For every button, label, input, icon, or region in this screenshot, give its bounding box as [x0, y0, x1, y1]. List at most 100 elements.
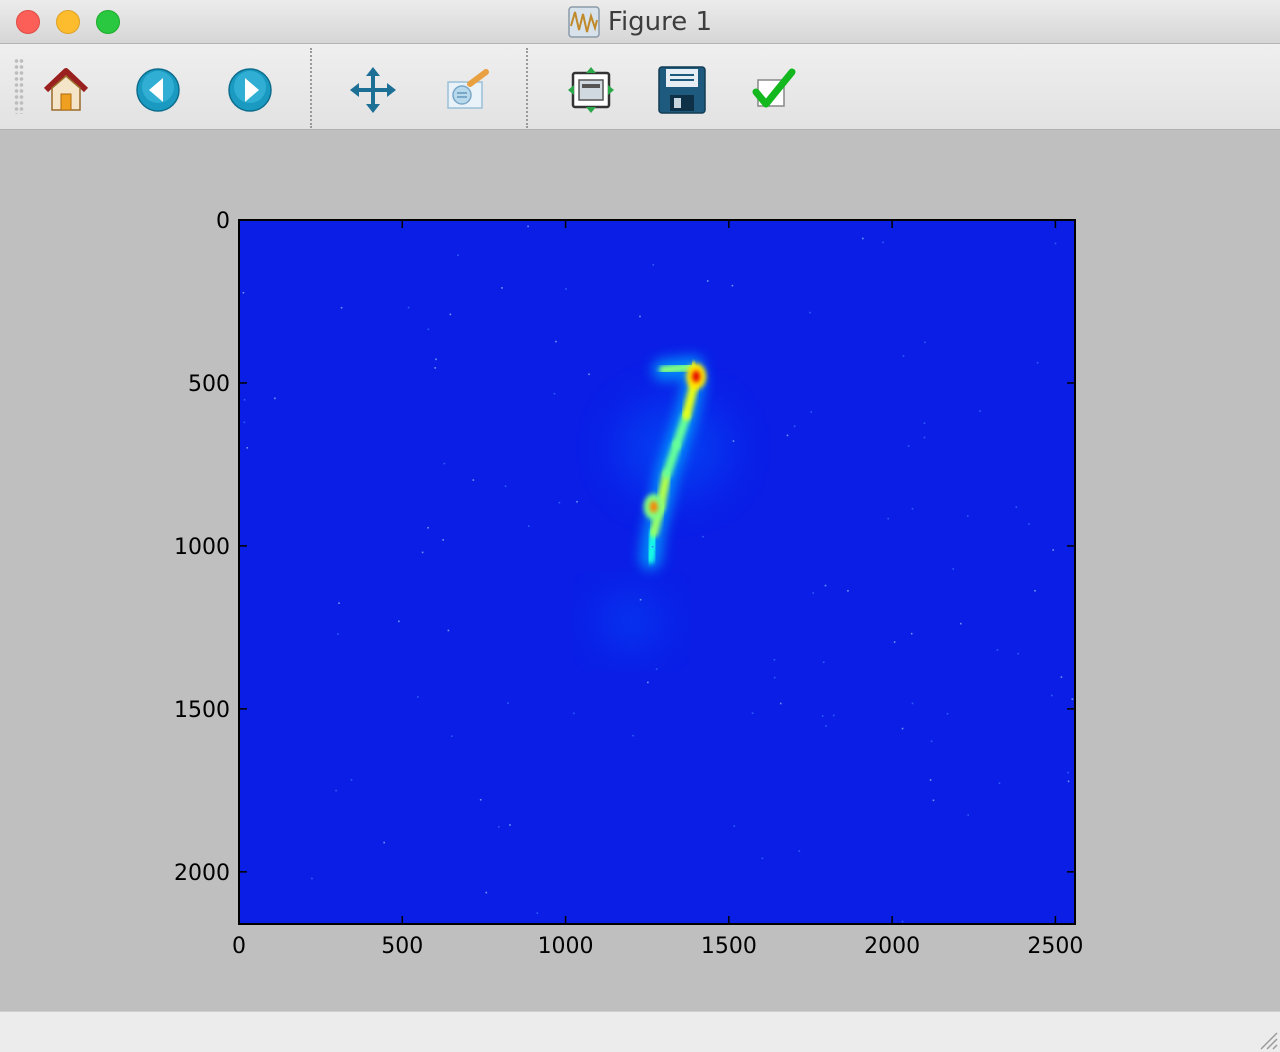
streak-segment [662, 440, 682, 479]
noise-speckle [449, 313, 452, 316]
noise-speckle [996, 649, 999, 651]
figure: 0 500 1000 1500 2000 2500 0 500 1000 1500 2000 [174, 209, 1083, 959]
noise-speckle [427, 328, 430, 331]
noise-speckle [812, 592, 815, 594]
forward-button[interactable] [224, 64, 276, 116]
noise-speckle [242, 291, 245, 294]
noise-speckle [555, 340, 557, 343]
maximize-window-button[interactable] [96, 10, 120, 34]
noise-speckle [311, 877, 313, 880]
noise-speckle [1067, 780, 1070, 783]
x-tick-label: 1500 [701, 934, 757, 959]
noise-speckle [798, 850, 801, 852]
noise-speckle [639, 315, 641, 318]
save-button[interactable] [656, 64, 708, 116]
noise-speckle [417, 696, 419, 698]
noise-speckle [588, 373, 590, 376]
subplots-config-icon [568, 67, 614, 113]
noise-speckle [911, 702, 914, 705]
noise-speckle [651, 545, 654, 548]
resize-grip-icon[interactable] [1256, 1028, 1278, 1050]
arrow-left-icon [136, 68, 180, 112]
noise-speckle [243, 421, 246, 424]
noise-speckle [274, 397, 276, 400]
matplotlib-figure-icon [568, 6, 600, 38]
noise-speckle [847, 590, 849, 592]
noise-speckle [350, 779, 353, 781]
back-button[interactable] [132, 64, 184, 116]
noise-speckle [1067, 771, 1069, 774]
figure-canvas[interactable]: 0 500 1000 1500 2000 2500 0 500 1000 1500 2000 [0, 131, 1280, 1011]
pan-button[interactable] [347, 64, 399, 116]
noise-speckle [573, 712, 575, 715]
noise-speckle [930, 740, 933, 743]
noise-speckle [509, 824, 511, 826]
noise-speckle [882, 241, 884, 244]
noise-speckle [1015, 506, 1018, 508]
heatmap-image [239, 220, 1075, 924]
noise-speckle [565, 288, 567, 290]
window-title-text: Figure 1 [607, 7, 713, 37]
noise-speckle [1052, 549, 1055, 551]
noise-speckle [907, 445, 910, 447]
noise-speckle [825, 725, 827, 727]
noise-speckle [923, 436, 926, 439]
noise-speckle [893, 641, 896, 643]
y-axis: 0 500 1000 1500 2000 [174, 209, 1075, 886]
noise-speckle [932, 799, 935, 802]
noise-speckle [946, 712, 949, 715]
close-window-button[interactable] [16, 10, 40, 34]
minimize-window-button[interactable] [56, 10, 80, 34]
y-tick-label: 1500 [174, 698, 230, 723]
noise-speckle [810, 411, 813, 413]
x-tick-label: 2000 [864, 934, 920, 959]
home-button[interactable] [40, 64, 92, 116]
noise-speckle [632, 734, 634, 737]
noise-speckle [407, 306, 410, 309]
noise-speckle [504, 485, 507, 487]
noise-speckle [647, 681, 649, 684]
y-tick-label: 2000 [174, 861, 230, 886]
noise-speckle [1017, 652, 1020, 655]
zoom-rect-icon [447, 69, 489, 109]
x-axis: 0 500 1000 1500 2000 2500 [232, 220, 1083, 959]
noise-speckle [338, 602, 340, 604]
y-tick-label: 0 [216, 209, 230, 234]
noise-speckle [824, 584, 827, 587]
navigation-toolbar [0, 44, 1280, 130]
toolbar-separator [526, 48, 528, 128]
noise-speckle [442, 539, 444, 541]
noise-speckle [702, 535, 704, 538]
edit-parameters-button[interactable] [748, 64, 800, 116]
noise-speckle [910, 632, 913, 635]
toolbar-grip[interactable] [14, 58, 24, 114]
noise-speckle [340, 306, 343, 309]
noise-speckle [966, 515, 969, 517]
heatmap-axes[interactable]: 0 500 1000 1500 2000 2500 0 500 1000 1500 2000 [174, 209, 1083, 959]
noise-speckle [779, 702, 782, 705]
noise-speckle [929, 779, 932, 781]
title-bar: Figure 1 [0, 0, 1280, 44]
window-title: Figure 1 [0, 0, 1280, 44]
axes-frame [238, 219, 1076, 925]
noise-speckle [450, 735, 453, 738]
toolbar-separator [310, 48, 312, 128]
noise-speckle [786, 434, 789, 437]
noise-speckle [639, 598, 642, 601]
noise-speckle [427, 526, 429, 529]
noise-speckle [553, 392, 556, 395]
noise-speckle [923, 422, 926, 424]
noise-speckle [652, 264, 655, 266]
noise-speckle [902, 355, 905, 357]
noise-speckle [733, 825, 736, 827]
streak-segment [659, 362, 698, 375]
noise-speckle [861, 237, 864, 240]
noise-speckle [998, 782, 1001, 784]
zoom-button[interactable] [440, 64, 492, 116]
noise-speckle [536, 912, 539, 914]
noise-speckle [246, 447, 249, 449]
move-arrows-icon [350, 67, 396, 113]
subplots-button[interactable] [565, 64, 617, 116]
noise-speckle [1028, 523, 1030, 525]
noise-speckle [773, 658, 776, 661]
